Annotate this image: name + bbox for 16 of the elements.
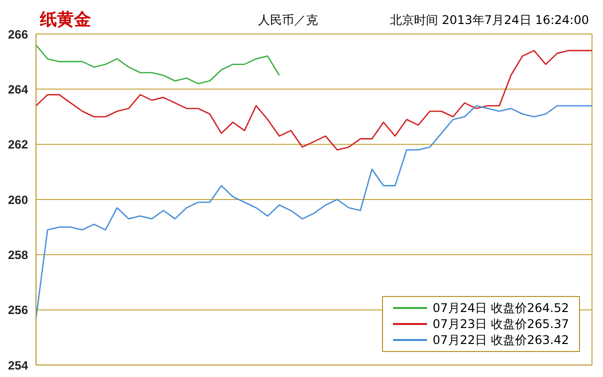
line-series xyxy=(36,105,592,319)
y-tick-label: 254 xyxy=(8,358,28,372)
line-series xyxy=(36,50,592,150)
legend-label: 07月22日 收盘价263.42 xyxy=(432,332,569,348)
y-tick-label: 262 xyxy=(8,138,28,152)
line-series xyxy=(36,44,280,84)
y-tick-label: 256 xyxy=(8,303,28,318)
y-tick-label: 260 xyxy=(8,192,28,207)
chart-title: 纸黄金 xyxy=(40,9,91,31)
y-axis-title: 人民币／克 xyxy=(258,12,318,29)
y-tick-label: 258 xyxy=(8,248,28,262)
y-tick-label: 266 xyxy=(8,27,28,42)
text: 北京时间 2013年7月24日 16:24:00 xyxy=(390,12,589,29)
legend-label: 07月23日 收盘价265.37 xyxy=(432,316,569,332)
y-tick-label: 264 xyxy=(8,82,28,96)
legend-label: 07月24日 收盘价264.52 xyxy=(432,300,569,316)
